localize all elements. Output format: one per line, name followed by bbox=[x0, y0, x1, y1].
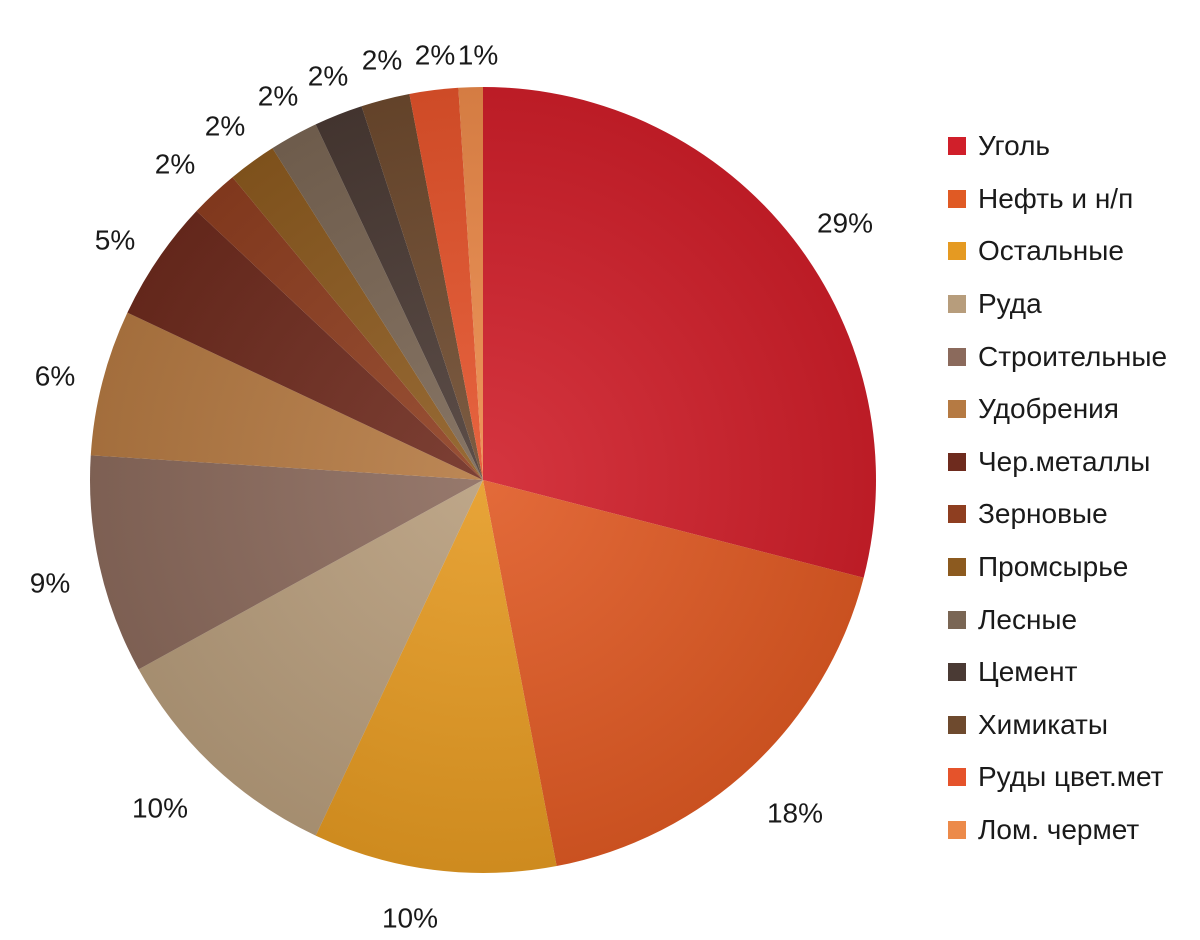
slice-data-label: 2% bbox=[205, 110, 245, 141]
legend-item: Остальные bbox=[948, 225, 1167, 278]
legend-label: Руды цвет.мет bbox=[978, 761, 1164, 793]
legend-swatch bbox=[948, 505, 966, 524]
legend-item: Чер.металлы bbox=[948, 436, 1167, 489]
slice-data-label: 2% bbox=[258, 80, 298, 111]
legend-item: Лом. чермет bbox=[948, 804, 1167, 857]
slice-data-label: 2% bbox=[362, 44, 402, 75]
slice-data-label: 10% bbox=[382, 902, 438, 933]
legend-item: Руды цвет.мет bbox=[948, 751, 1167, 804]
legend-swatch bbox=[948, 715, 966, 734]
legend-swatch bbox=[948, 400, 966, 419]
legend-swatch bbox=[948, 189, 966, 208]
slice-data-label: 18% bbox=[767, 797, 823, 828]
slice-data-label: 9% bbox=[30, 567, 70, 598]
legend-label: Уголь bbox=[978, 130, 1051, 162]
legend-label: Цемент bbox=[978, 656, 1078, 688]
legend-item: Нефть и н/п bbox=[948, 173, 1167, 226]
legend-swatch bbox=[948, 558, 966, 577]
legend-swatch bbox=[948, 452, 966, 471]
pie-labels: 29%18%10%10%9%6%5%2%2%2%2%2% 2% 1% bbox=[30, 39, 873, 933]
legend-swatch bbox=[948, 610, 966, 629]
legend-swatch bbox=[948, 347, 966, 366]
slice-data-label: 2% bbox=[308, 60, 348, 91]
slice-data-label: 6% bbox=[35, 360, 75, 391]
legend-item: Промсырье bbox=[948, 541, 1167, 594]
legend-swatch bbox=[948, 821, 966, 840]
legend-label: Промсырье bbox=[978, 551, 1129, 583]
legend-item: Удобрения bbox=[948, 383, 1167, 436]
slice-data-label: 29% bbox=[817, 207, 873, 238]
legend-swatch bbox=[948, 137, 966, 156]
pie-slices bbox=[90, 87, 876, 874]
legend-item: Руда bbox=[948, 278, 1167, 331]
legend-swatch bbox=[948, 768, 966, 787]
legend-item: Лесные bbox=[948, 593, 1167, 646]
legend-item: Цемент bbox=[948, 646, 1167, 699]
legend-label: Лом. чермет bbox=[978, 814, 1140, 846]
legend-swatch bbox=[948, 663, 966, 682]
legend-label: Зерновые bbox=[978, 498, 1108, 530]
legend-label: Химикаты bbox=[978, 708, 1108, 740]
legend-label: Строительные bbox=[978, 340, 1168, 372]
slice-data-label: 2% bbox=[155, 148, 195, 179]
legend-item: Химикаты bbox=[948, 699, 1167, 752]
legend-item: Уголь bbox=[948, 120, 1167, 173]
slice-data-label: 10% bbox=[132, 792, 188, 823]
legend-label: Лесные bbox=[978, 603, 1078, 635]
slice-data-label: 1% bbox=[458, 39, 498, 70]
legend-label: Нефть и н/п bbox=[978, 182, 1134, 214]
chart-legend: Уголь Нефть и н/п Остальные Руда Строительны… bbox=[948, 120, 1167, 856]
legend-swatch bbox=[948, 295, 966, 314]
legend-label: Остальные bbox=[978, 235, 1124, 267]
slice-data-label: 2% bbox=[415, 39, 455, 70]
legend-item: Зерновые bbox=[948, 488, 1167, 541]
legend-swatch bbox=[948, 242, 966, 261]
legend-label: Чер.металлы bbox=[978, 445, 1151, 477]
legend-item: Строительные bbox=[948, 330, 1167, 383]
legend-label: Удобрения bbox=[978, 393, 1119, 425]
slice-data-label: 5% bbox=[95, 224, 135, 255]
legend-label: Руда bbox=[978, 288, 1042, 320]
